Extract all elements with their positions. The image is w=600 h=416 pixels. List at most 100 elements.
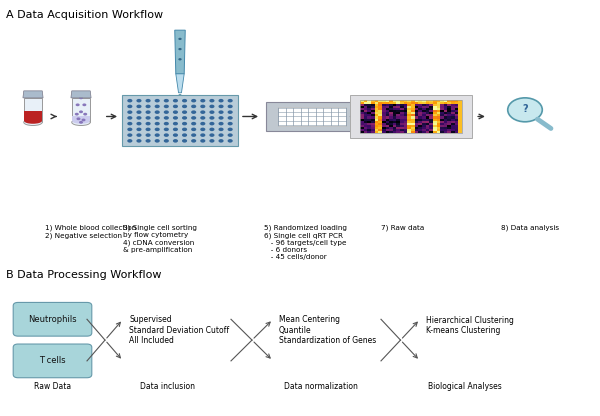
Bar (382, 100, 386, 102)
Circle shape (173, 105, 178, 108)
Circle shape (164, 99, 169, 102)
Bar (367, 123, 371, 125)
Bar (382, 104, 386, 106)
Circle shape (127, 139, 133, 143)
Bar (397, 129, 400, 131)
Bar (407, 100, 411, 102)
Bar (404, 114, 407, 116)
Bar (437, 114, 440, 116)
Bar (455, 110, 458, 112)
Bar (360, 119, 364, 121)
Bar (360, 121, 364, 123)
Bar (397, 104, 400, 106)
Bar (411, 131, 415, 133)
Bar (451, 125, 455, 127)
Bar (374, 121, 378, 123)
Bar (429, 100, 433, 102)
Bar (422, 121, 425, 123)
Circle shape (127, 105, 133, 108)
Text: T cells: T cells (39, 357, 66, 365)
Circle shape (209, 110, 214, 114)
Circle shape (155, 134, 160, 137)
Text: Mean Centering
Quantile
Standardization of Genes: Mean Centering Quantile Standardization … (279, 315, 376, 345)
Text: Data inclusion: Data inclusion (140, 382, 196, 391)
Circle shape (173, 110, 178, 114)
Bar (429, 116, 433, 119)
Bar (444, 108, 448, 110)
Bar (367, 119, 371, 121)
Circle shape (218, 128, 224, 131)
Bar (448, 112, 451, 114)
Bar (415, 125, 418, 127)
Bar (444, 112, 448, 114)
Bar (418, 100, 422, 102)
Bar (440, 104, 444, 106)
Bar (448, 131, 451, 133)
Circle shape (182, 99, 187, 102)
Circle shape (182, 134, 187, 137)
Bar (374, 119, 378, 121)
Bar (411, 119, 415, 121)
Bar (418, 125, 422, 127)
Bar (448, 108, 451, 110)
Bar (400, 102, 404, 104)
Circle shape (136, 105, 142, 108)
Bar (418, 121, 422, 123)
Circle shape (227, 128, 233, 131)
Circle shape (76, 117, 80, 120)
Bar (389, 123, 393, 125)
Bar (429, 123, 433, 125)
Circle shape (200, 134, 205, 137)
Bar (440, 123, 444, 125)
Bar (364, 102, 367, 104)
Bar (393, 108, 397, 110)
Bar (378, 119, 382, 121)
Circle shape (173, 134, 178, 137)
Bar (404, 123, 407, 125)
Bar (418, 114, 422, 116)
Bar (444, 104, 448, 106)
Bar (397, 114, 400, 116)
Circle shape (146, 139, 151, 143)
Bar (393, 104, 397, 106)
Bar (360, 131, 364, 133)
Bar (374, 112, 378, 114)
Circle shape (227, 134, 233, 137)
Bar (360, 125, 364, 127)
Circle shape (155, 128, 160, 131)
Bar (455, 127, 458, 129)
Bar (400, 104, 404, 106)
Bar (386, 121, 389, 123)
Bar (458, 125, 462, 127)
Bar (425, 125, 429, 127)
Bar (389, 114, 393, 116)
Bar (440, 102, 444, 104)
Bar (451, 108, 455, 110)
FancyBboxPatch shape (278, 107, 346, 126)
Circle shape (75, 113, 79, 116)
Bar (364, 123, 367, 125)
Bar (415, 114, 418, 116)
Bar (400, 125, 404, 127)
Bar (404, 125, 407, 127)
Bar (400, 116, 404, 119)
Bar (411, 116, 415, 119)
Bar (429, 119, 433, 121)
Bar (422, 131, 425, 133)
Bar (429, 121, 433, 123)
Bar (418, 127, 422, 129)
Bar (411, 102, 415, 104)
Bar (440, 127, 444, 129)
Bar (418, 119, 422, 121)
Bar (451, 114, 455, 116)
Bar (397, 102, 400, 104)
Circle shape (218, 116, 224, 120)
Bar (367, 125, 371, 127)
Bar (415, 116, 418, 119)
Bar (444, 121, 448, 123)
Circle shape (178, 58, 182, 60)
Bar (397, 131, 400, 133)
Bar (455, 100, 458, 102)
Bar (440, 112, 444, 114)
Circle shape (218, 122, 224, 125)
